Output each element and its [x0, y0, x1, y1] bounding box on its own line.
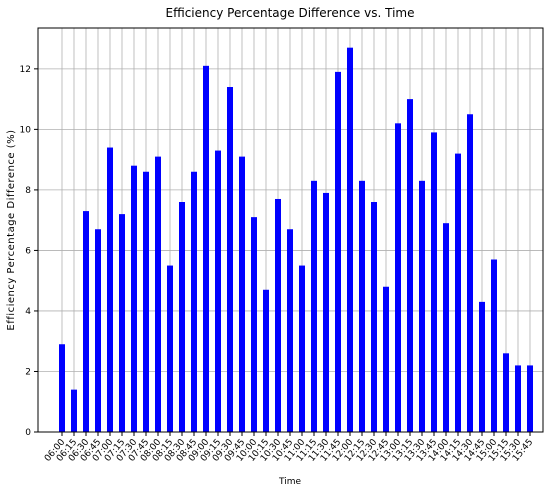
y-tick-label: 2 [25, 367, 31, 377]
bar [119, 214, 125, 432]
bar [311, 180, 317, 432]
bar [71, 389, 77, 432]
bar [383, 286, 389, 432]
bar [239, 156, 245, 432]
bar [155, 156, 161, 432]
y-tick-label: 10 [20, 125, 32, 135]
bar [143, 171, 149, 433]
bar [275, 198, 281, 432]
bar [95, 229, 101, 432]
bar [479, 301, 485, 432]
bar [287, 229, 293, 432]
bar [431, 132, 437, 433]
bar [515, 365, 521, 432]
bar [263, 289, 269, 432]
bar [419, 180, 425, 432]
bar [407, 99, 413, 433]
bar [503, 353, 509, 432]
bar [131, 165, 137, 433]
bar [491, 259, 497, 432]
bar [83, 211, 89, 432]
bar [347, 47, 353, 432]
bar [455, 153, 461, 432]
y-axis-label: Efficiency Percentage Difference (%) [6, 129, 17, 330]
bar [299, 265, 305, 432]
y-tick-label: 8 [25, 186, 31, 196]
bar [371, 202, 377, 432]
bar [323, 192, 329, 432]
x-axis-label: Time [278, 477, 301, 487]
bar [395, 123, 401, 433]
bar [59, 344, 65, 432]
chart-title: Efficiency Percentage Difference vs. Tim… [166, 6, 415, 20]
bar [107, 147, 113, 432]
y-tick-label: 12 [20, 65, 31, 75]
bar [191, 171, 197, 433]
bar [467, 114, 473, 432]
bar [335, 71, 341, 432]
bar [251, 217, 257, 432]
y-tick-label: 0 [25, 428, 31, 438]
plot-frame [37, 27, 544, 433]
bar [527, 365, 533, 432]
bar [167, 265, 173, 432]
bar [215, 150, 221, 432]
y-tick-label: 4 [25, 307, 31, 317]
bar [203, 65, 209, 433]
bar [359, 180, 365, 432]
bar [227, 87, 233, 433]
y-tick-label: 6 [25, 246, 31, 256]
bar [443, 223, 449, 432]
bar [179, 202, 185, 432]
